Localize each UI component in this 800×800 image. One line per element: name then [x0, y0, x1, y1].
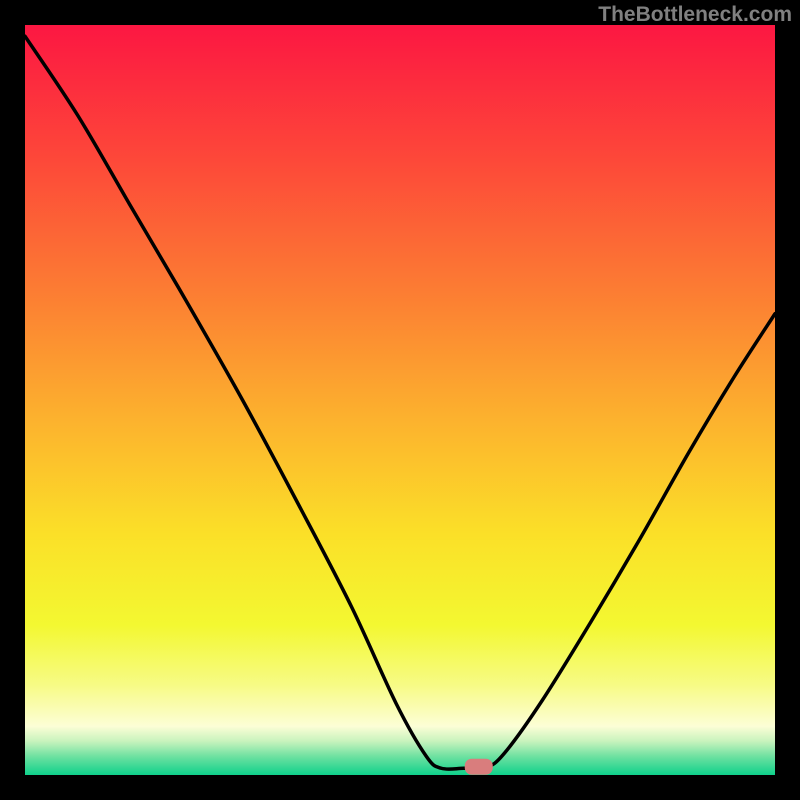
gradient-background	[25, 25, 775, 775]
gradient-rect	[25, 25, 775, 775]
chart-container: TheBottleneck.com	[0, 0, 800, 800]
watermark-text: TheBottleneck.com	[598, 3, 792, 27]
